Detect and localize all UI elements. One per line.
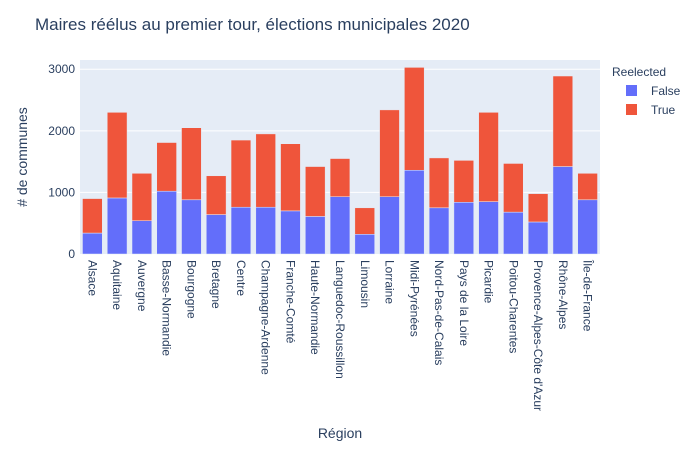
legend[interactable]: Reelected False True — [612, 65, 681, 117]
x-tick-label: Lorraine — [383, 260, 397, 304]
legend-swatch-true[interactable] — [626, 104, 637, 115]
legend-label-false[interactable]: False — [651, 84, 681, 98]
legend-title: Reelected — [612, 65, 666, 79]
bar-true[interactable] — [106, 112, 128, 199]
bar-false[interactable] — [230, 206, 252, 255]
bar-true[interactable] — [478, 112, 499, 202]
x-axis-title: Région — [318, 425, 362, 441]
bar-false[interactable] — [280, 210, 301, 255]
bar-false[interactable] — [329, 196, 351, 255]
legend-label-true[interactable]: True — [651, 103, 676, 117]
bar-true[interactable] — [305, 166, 326, 217]
x-tick-label: Bourgogne — [184, 260, 198, 319]
bar-false[interactable] — [404, 169, 425, 255]
bar-false[interactable] — [305, 216, 326, 255]
bar-true[interactable] — [230, 139, 252, 208]
bar-true[interactable] — [329, 158, 351, 197]
bar-true[interactable] — [280, 143, 301, 212]
bar-false[interactable] — [379, 196, 400, 255]
bar-false[interactable] — [453, 202, 474, 255]
y-tick-label: 2000 — [48, 124, 75, 138]
x-tick-label: Centre — [234, 260, 248, 296]
y-tick-label: 0 — [68, 247, 75, 261]
bar-false[interactable] — [354, 234, 375, 255]
y-axis-title: # de communes — [14, 107, 30, 207]
bar-true[interactable] — [577, 173, 598, 201]
bar-true[interactable] — [552, 75, 574, 167]
x-tick-label: Provence-Alpes-Côte d'Azur — [531, 260, 545, 411]
bar-true[interactable] — [503, 163, 524, 213]
y-tick-label: 3000 — [48, 62, 75, 76]
bar-true[interactable] — [428, 157, 450, 209]
bar-true[interactable] — [181, 127, 202, 201]
bar-false[interactable] — [156, 190, 177, 255]
x-tick-label: Champagne-Ardenne — [259, 260, 273, 375]
x-tick-label: Île-de-France — [581, 259, 596, 332]
x-axis-ticks: Alsace Aquitaine Auvergne Basse-Normandie Bo… — [85, 259, 595, 411]
y-tick-label: 1000 — [48, 185, 75, 199]
x-tick-label: Midi-Pyrénées — [407, 260, 421, 337]
bar-false[interactable] — [478, 201, 499, 255]
legend-swatch-false[interactable] — [626, 85, 637, 96]
bar-true[interactable] — [255, 133, 276, 208]
bar-false[interactable] — [527, 221, 549, 255]
x-tick-label: Pays de la Loire — [457, 260, 471, 346]
x-tick-label: Haute-Normandie — [308, 260, 322, 355]
x-tick-label: Languedoc-Roussillon — [333, 260, 347, 379]
bar-true[interactable] — [527, 193, 549, 223]
bar-true[interactable] — [131, 173, 153, 221]
bar-true[interactable] — [156, 142, 177, 192]
bar-false[interactable] — [131, 220, 153, 255]
x-tick-label: Alsace — [85, 260, 99, 296]
bar-false[interactable] — [181, 199, 202, 255]
bar-true[interactable] — [404, 67, 425, 171]
bar-false[interactable] — [577, 199, 598, 255]
x-tick-label: Franche-Comté — [283, 260, 297, 344]
x-tick-label: Rhône-Alpes — [556, 260, 570, 329]
x-tick-label: Limousin — [358, 260, 372, 308]
x-tick-label: Aquitaine — [110, 260, 124, 310]
x-tick-label: Nord-Pas-de-Calais — [432, 260, 446, 365]
bar-true[interactable] — [453, 160, 474, 203]
x-tick-label: Picardie — [482, 260, 496, 304]
x-tick-label: Basse-Normandie — [160, 260, 174, 356]
bar-false[interactable] — [552, 166, 574, 255]
bar-true[interactable] — [82, 198, 103, 234]
x-tick-label: Bretagne — [209, 260, 223, 309]
bar-false[interactable] — [206, 214, 227, 255]
bar-false[interactable] — [503, 211, 524, 255]
chart-title: Maires réélus au premier tour, élections… — [35, 15, 470, 34]
bar-false[interactable] — [428, 207, 450, 255]
bar-true[interactable] — [206, 175, 227, 215]
x-tick-label: Poitou-Charentes — [506, 260, 520, 353]
bar-false[interactable] — [106, 197, 128, 255]
y-axis-ticks: 0 1000 2000 3000 — [48, 62, 75, 261]
bar-false[interactable] — [255, 206, 276, 255]
bars — [82, 67, 598, 255]
bar-false[interactable] — [82, 232, 103, 255]
x-tick-label: Auvergne — [135, 260, 149, 312]
bar-true[interactable] — [379, 109, 400, 197]
bar-true[interactable] — [354, 207, 375, 235]
